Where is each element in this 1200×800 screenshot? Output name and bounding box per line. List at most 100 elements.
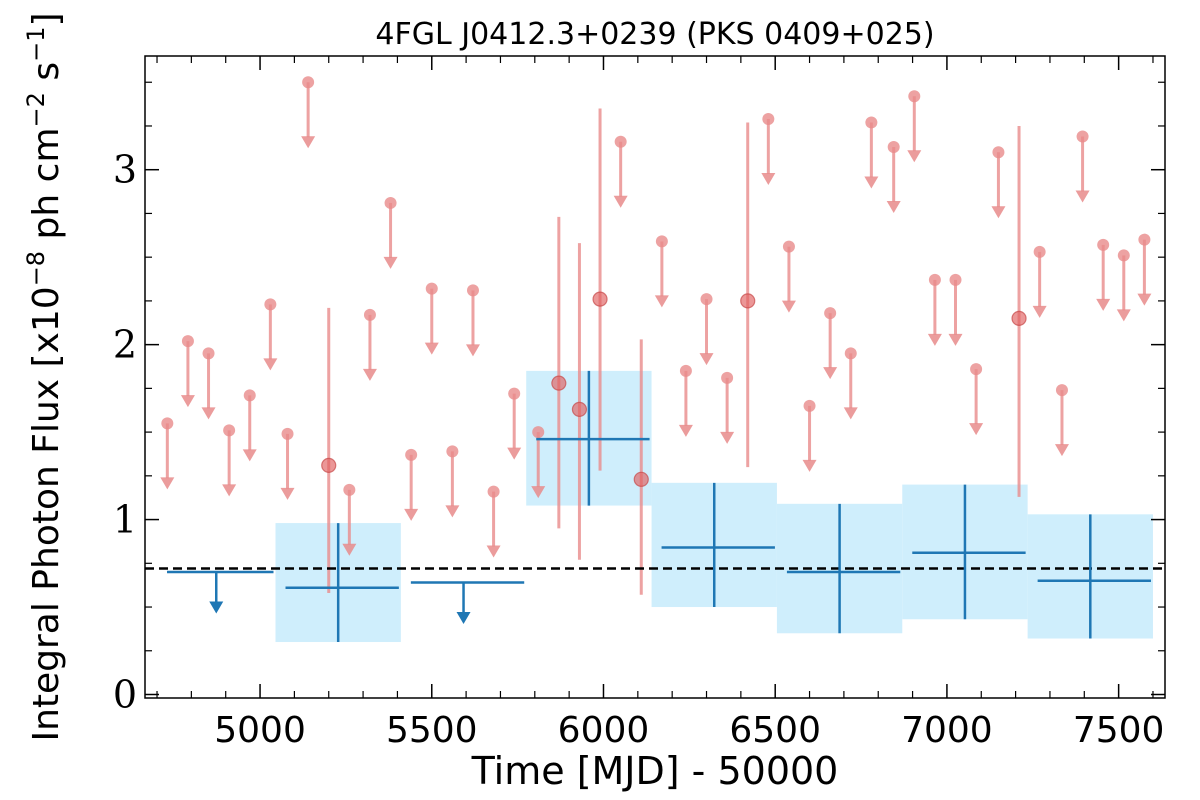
fine-upper-limit-point <box>949 273 962 286</box>
fine-upper-limit-point <box>161 417 174 430</box>
fine-upper-limit-point <box>992 146 1005 159</box>
fine-upper-limit-arrowhead <box>886 200 901 213</box>
fine-upper-limit-point <box>466 284 479 297</box>
plot-frame <box>144 55 1166 699</box>
fine-upper-limit-arrowhead <box>927 333 942 346</box>
fine-upper-limit-arrowhead <box>991 206 1006 219</box>
fine-upper-limit-point <box>1138 233 1151 246</box>
x-tick-label: 6500 <box>729 710 821 751</box>
fine-upper-limit-point <box>782 240 795 253</box>
fine-upper-limit-arrowhead <box>531 486 546 499</box>
fine-upper-limit-arrowhead <box>465 344 480 357</box>
fine-upper-limit-point <box>405 448 418 461</box>
axis-ticks: 5000 5500 6000 6500 7000 7500 0 1 2 3 <box>113 56 1165 751</box>
fine-detection-point <box>321 457 337 473</box>
y-axis-label-exp3: −1 <box>22 27 50 62</box>
fine-upper-limit-arrowhead <box>180 395 195 408</box>
fine-upper-limit-point <box>532 426 545 439</box>
fine-detection-point <box>740 293 756 309</box>
fine-upper-limit-point <box>487 485 500 498</box>
y-axis-label-exp1: −8 <box>22 251 50 286</box>
fine-upper-limit-arrowhead <box>383 256 398 269</box>
fine-upper-limit-point <box>824 307 837 320</box>
fine-upper-limit-arrowhead <box>781 300 796 313</box>
x-tick-label: 7000 <box>901 710 993 751</box>
fine-upper-limit-arrowhead <box>823 367 838 380</box>
fine-upper-limit-point <box>721 371 734 384</box>
chart-title: 4FGL J0412.3+0239 (PKS 0409+025) <box>375 17 934 52</box>
fine-upper-limit-arrowhead <box>342 543 357 556</box>
fine-upper-limit-point <box>202 347 215 360</box>
fine-upper-limit-arrowhead <box>507 447 522 460</box>
y-axis-label-end: ] <box>26 12 67 26</box>
fine-upper-limit-point <box>425 282 438 295</box>
fine-upper-limit-arrowhead <box>1116 309 1131 322</box>
fine-upper-limit-point <box>908 90 921 103</box>
fine-upper-limit-point <box>844 347 857 360</box>
fine-upper-limit-arrowhead <box>699 353 714 366</box>
fine-upper-limit-arrowhead <box>486 545 501 558</box>
y-tick-label: 1 <box>113 498 137 542</box>
y-axis-label-mid2: s <box>26 62 67 92</box>
fine-upper-limit-point <box>446 445 459 458</box>
y-axis-label-exp2: −2 <box>22 92 50 127</box>
fine-detection-point <box>1011 310 1027 326</box>
fine-upper-limit-point <box>679 364 692 377</box>
fine-upper-limit-point <box>762 112 775 125</box>
fine-upper-limit-point <box>1117 249 1130 262</box>
fine-upper-limit-point <box>1097 238 1110 251</box>
fine-upper-limit-arrowhead <box>1054 444 1069 457</box>
fine-upper-limit-point <box>181 335 194 348</box>
fine-upper-limit-point <box>655 235 668 248</box>
fine-upper-limit-point <box>970 363 983 376</box>
fine-upper-limit-point <box>887 140 900 153</box>
fine-upper-limit-point <box>1033 245 1046 258</box>
fine-upper-limit-arrowhead <box>263 358 278 371</box>
fine-upper-limit-arrowhead <box>1075 190 1090 203</box>
fine-upper-limit-arrowhead <box>242 449 257 462</box>
y-tick-label: 2 <box>113 323 137 367</box>
fine-upper-limit-arrowhead <box>720 431 735 444</box>
fine-upper-limit-point <box>508 387 521 400</box>
y-axis-label-main: Integral Photon Flux [x10 <box>26 286 67 741</box>
fine-upper-limit-arrowhead <box>654 295 669 308</box>
fine-upper-limit-arrowhead <box>948 333 963 346</box>
fine-upper-limit-arrowhead <box>362 368 377 381</box>
fine-upper-limit-arrowhead <box>404 508 419 521</box>
fine-upper-limit-arrowhead <box>969 423 984 436</box>
y-tick-label: 3 <box>113 148 137 192</box>
fine-upper-limit-point <box>223 424 236 437</box>
fine-upper-limit-point <box>243 389 256 402</box>
fine-upper-limit-point <box>865 116 878 129</box>
fine-upper-limit-point <box>302 76 315 89</box>
fine-upper-limit-point <box>363 308 376 321</box>
fine-upper-limit-arrowhead <box>301 136 316 149</box>
fine-upper-limit-arrowhead <box>843 407 858 420</box>
fine-upper-limit-point <box>384 196 397 209</box>
fine-upper-limit-arrowhead <box>907 150 922 163</box>
fine-upper-limit-arrowhead <box>280 487 295 500</box>
x-tick-label: 6000 <box>558 710 650 751</box>
fine-detection-point <box>592 291 608 307</box>
fine-upper-limit-arrowhead <box>761 172 776 185</box>
fine-upper-limit-point <box>281 427 294 440</box>
coarse-upper-limit-arrowhead <box>456 612 471 625</box>
coarse-upper-limit-arrowhead <box>209 601 224 614</box>
fine-upper-limit-arrowhead <box>1096 298 1111 311</box>
fine-detection-point <box>571 401 588 417</box>
fine-upper-limit-point <box>614 135 627 148</box>
fine-detection-point <box>551 375 567 391</box>
fine-upper-limit-arrowhead <box>678 424 693 437</box>
x-axis-label: Time [MJD] - 50000 <box>471 749 839 793</box>
fine-upper-limit-point <box>1076 130 1089 143</box>
fine-upper-limit-point <box>803 399 816 412</box>
fine-upper-limit-arrowhead <box>802 459 817 472</box>
x-tick-label: 5000 <box>214 710 306 751</box>
fine-upper-limit-arrowhead <box>445 505 460 518</box>
fine-upper-limit-arrowhead <box>222 484 237 497</box>
fine-upper-limit-point <box>928 273 941 286</box>
fine-upper-limit-arrowhead <box>160 477 175 490</box>
fine-upper-limit-arrowhead <box>864 176 879 189</box>
fine-upper-limit-point <box>1055 384 1068 397</box>
